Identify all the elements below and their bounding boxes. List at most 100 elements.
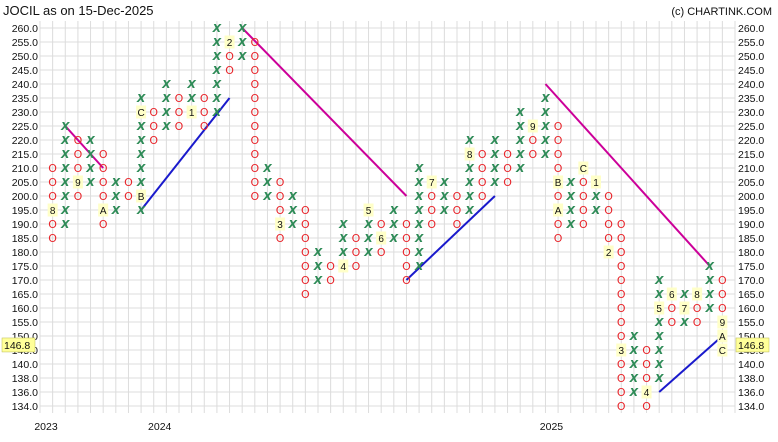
x-box: X [515, 120, 525, 133]
y-axis-right: 260.0 255.0 250.0 245.0 240.0 235.0 230.0 225.0… [735, 23, 770, 413]
y-tick-label-right: 138.0 [738, 373, 764, 385]
x-year-label: 2024 [148, 421, 172, 433]
month-label-box [553, 203, 564, 217]
month-label-box [578, 161, 589, 175]
o-box: O [99, 176, 108, 189]
o-box: O [554, 162, 563, 175]
x-box: X [136, 120, 146, 133]
month-label-box [654, 301, 665, 315]
o-box: O [352, 246, 361, 259]
x-box: X [464, 162, 474, 175]
o-box: O [250, 78, 259, 91]
o-box: O [200, 92, 209, 105]
last-price-box-right [735, 337, 770, 353]
x-box: X [414, 246, 424, 259]
o-box: O [276, 232, 285, 245]
month-label: 4 [340, 262, 346, 273]
o-box: O [617, 246, 626, 259]
month-label-box [692, 287, 703, 301]
month-label: 6 [378, 234, 384, 245]
month-label: A [100, 206, 107, 217]
y-tick-label-right: 205.0 [738, 177, 764, 189]
x-box: X [237, 50, 247, 63]
month-label-box [717, 329, 728, 343]
x-box: X [212, 92, 222, 105]
x-box: X [60, 134, 70, 147]
y-tick-label-right: 155.0 [738, 317, 764, 329]
o-box: O [617, 288, 626, 301]
month-label-box [186, 105, 197, 119]
y-tick-label-left: 200.0 [12, 191, 38, 203]
x-box: X [111, 204, 121, 217]
x-box: X [704, 274, 714, 287]
o-box: O [554, 148, 563, 161]
month-label: 5 [656, 304, 662, 315]
month-label: 8 [467, 150, 473, 161]
o-box: O [478, 176, 487, 189]
month-label-box [717, 343, 728, 357]
o-box: O [48, 176, 57, 189]
o-box: O [579, 218, 588, 231]
o-box: O [149, 120, 158, 133]
y-tick-label-right: 160.0 [738, 303, 764, 315]
x-box: X [490, 148, 500, 161]
x-box: X [629, 344, 639, 357]
month-label: 3 [277, 220, 283, 231]
month-label-box [426, 175, 437, 189]
o-box: O [301, 274, 310, 287]
o-box: O [175, 92, 184, 105]
o-box: O [453, 218, 462, 231]
o-box: O [718, 302, 727, 315]
y-tick-label-left: 165.0 [12, 289, 38, 301]
o-box: O [478, 190, 487, 203]
month-label: 2 [227, 38, 233, 49]
x-box: X [85, 148, 95, 161]
o-box: O [301, 232, 310, 245]
y-tick-label-right: 215.0 [738, 149, 764, 161]
month-label-box [679, 301, 690, 315]
month-label: B [555, 178, 562, 189]
x-box: X [439, 176, 449, 189]
o-box: O [554, 190, 563, 203]
y-tick-label-left: 250.0 [12, 51, 38, 63]
month-label-box [464, 147, 475, 161]
month-label: 9 [530, 122, 536, 133]
x-box: X [313, 274, 323, 287]
month-label-box [603, 245, 614, 259]
y-tick-label-left: 185.0 [12, 233, 38, 245]
y-tick-label-left: 175.0 [12, 261, 38, 273]
x-box: X [212, 64, 222, 77]
y-tick-label-right: 250.0 [738, 51, 764, 63]
y-tick-label-left: 230.0 [12, 107, 38, 119]
month-label: 7 [429, 178, 435, 189]
y-tick-label-left: 138.0 [12, 373, 38, 385]
o-box: O [617, 330, 626, 343]
month-label-box [553, 175, 564, 189]
month-label-box [338, 259, 349, 273]
x-box: X [85, 162, 95, 175]
o-box: O [74, 162, 83, 175]
o-box: O [402, 232, 411, 245]
x-box: X [490, 176, 500, 189]
x-box: X [136, 162, 146, 175]
x-box: X [389, 204, 399, 217]
o-box: O [225, 50, 234, 63]
o-box: O [427, 190, 436, 203]
o-box: O [276, 176, 285, 189]
x-box: X [363, 218, 373, 231]
y-tick-label-left: 210.0 [12, 163, 38, 175]
x-box: X [654, 358, 664, 371]
o-box: O [48, 190, 57, 203]
y-tick-label-left: 136.0 [12, 387, 38, 399]
o-box: O [478, 162, 487, 175]
o-box: O [503, 148, 512, 161]
x-box: X [338, 218, 348, 231]
o-box: O [149, 106, 158, 119]
x-box: X [515, 162, 525, 175]
y-tick-label-right: 140.0 [738, 359, 764, 371]
y-tick-label-left: 180.0 [12, 247, 38, 259]
o-box: O [250, 50, 259, 63]
o-box: O [326, 260, 335, 273]
support-trendline [658, 335, 724, 393]
o-box: O [604, 204, 613, 217]
